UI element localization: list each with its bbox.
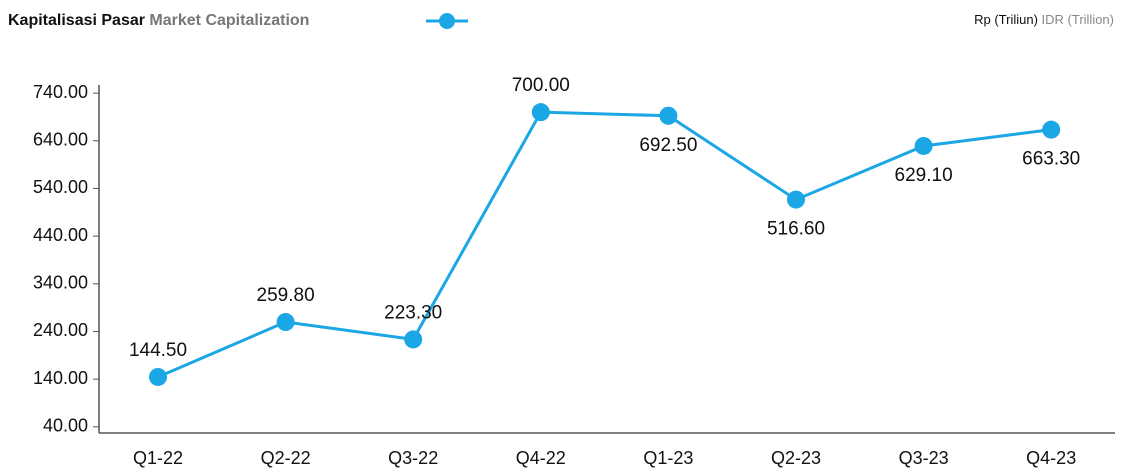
data-label: 144.50 — [129, 340, 187, 361]
marker — [1042, 120, 1061, 139]
x-tick-label: Q3-22 — [388, 448, 438, 468]
chart-title: Kapitalisasi Pasar — [8, 12, 145, 29]
data-label: 700.00 — [512, 75, 570, 96]
y-tick-label: 40.00 — [43, 416, 88, 436]
data-label: 516.60 — [767, 219, 825, 240]
marker — [531, 103, 550, 122]
marker — [276, 313, 295, 332]
x-tick-label: Q4-23 — [1026, 448, 1076, 468]
data-label: 629.10 — [895, 165, 953, 186]
line — [157, 110, 1052, 379]
marker — [659, 106, 678, 125]
x-tick-label: Q2-23 — [771, 448, 821, 468]
marker — [404, 330, 423, 349]
unit-group: Rp (Triliun) IDR (Trillion) — [974, 12, 1114, 27]
legend — [426, 13, 468, 29]
y-tick-label: 340.00 — [33, 273, 88, 293]
data-label: 259.80 — [257, 285, 315, 306]
marker — [149, 367, 167, 386]
y-tick-label: 740.00 — [33, 82, 88, 102]
x-tick-label: Q2-22 — [261, 448, 311, 468]
legend-marker — [439, 13, 455, 29]
y-tick-label: 640.00 — [33, 130, 88, 150]
y-tick-label: 240.00 — [33, 320, 88, 340]
y-tick-label: 540.00 — [33, 177, 88, 197]
data-label: 692.50 — [639, 135, 697, 156]
unit-label: Rp (Triliun) — [974, 12, 1038, 27]
marker — [787, 190, 805, 209]
data-label: 663.30 — [1022, 149, 1080, 170]
x-tick-label: Q3-23 — [899, 448, 949, 468]
unit-label-en: IDR (Trillion) — [1042, 12, 1114, 27]
y-tick-label: 440.00 — [33, 225, 88, 245]
y-tick-label: 140.00 — [33, 368, 88, 388]
chart-subtitle: Market Capitalization — [149, 12, 309, 29]
x-tick-label: Q4-22 — [516, 448, 566, 468]
x-tick-label: Q1-22 — [133, 448, 183, 468]
data-label: 223.30 — [384, 302, 442, 323]
x-tick-label: Q1-23 — [643, 448, 693, 468]
chart-title-group: Kapitalisasi Pasar Market Capitalization — [8, 12, 309, 29]
marker — [914, 136, 933, 155]
